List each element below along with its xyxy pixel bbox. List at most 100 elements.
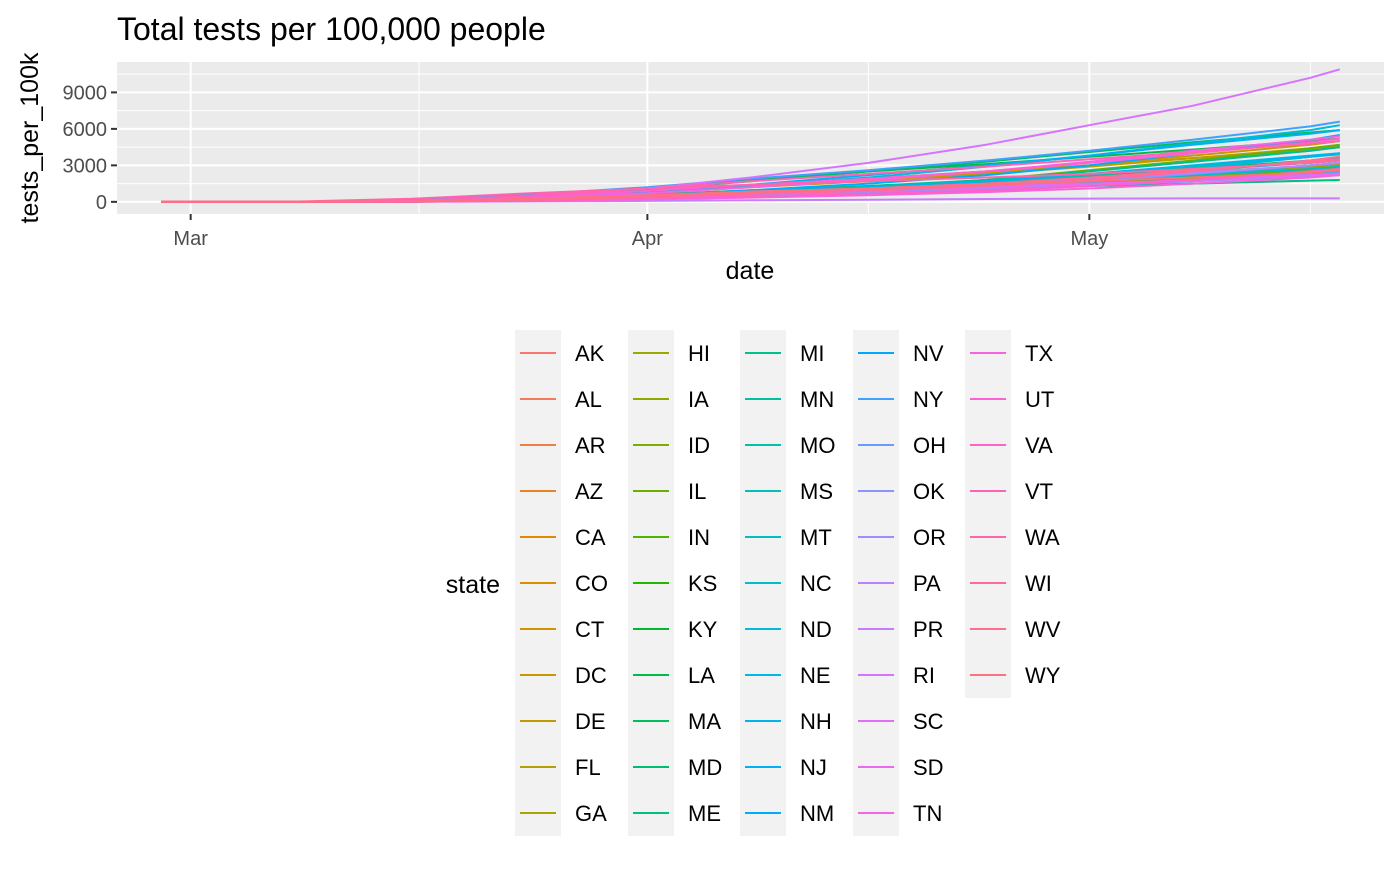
legend-item-la: LA	[628, 652, 715, 698]
legend-label: NE	[800, 663, 831, 688]
legend-title: state	[446, 571, 500, 599]
legend-label: HI	[688, 341, 710, 366]
legend-label: OR	[913, 525, 946, 550]
x-axis: Mar Apr May	[173, 214, 1108, 250]
legend-item-md: MD	[628, 744, 722, 790]
legend-label: AL	[575, 387, 602, 412]
legend-label: WA	[1025, 525, 1060, 550]
legend-item-pa: PA	[853, 560, 941, 606]
legend-label: TN	[913, 801, 942, 826]
legend-label: TX	[1025, 341, 1053, 366]
legend-item-ar: AR	[515, 422, 606, 468]
legend-label: CO	[575, 571, 608, 596]
legend-label: AR	[575, 433, 606, 458]
legend-label: IN	[688, 525, 710, 550]
legend-item-nm: NM	[740, 790, 834, 836]
legend-item-pr: PR	[853, 606, 944, 652]
legend-item-mo: MO	[740, 422, 835, 468]
legend-item-sc: SC	[853, 698, 944, 744]
legend-item-ms: MS	[740, 468, 833, 514]
legend-label: NV	[913, 341, 944, 366]
legend-item-vt: VT	[965, 468, 1053, 514]
x-axis-label: date	[726, 257, 775, 285]
legend-item-wy: WY	[965, 652, 1061, 698]
legend-label: KS	[688, 571, 717, 596]
legend-label: PR	[913, 617, 944, 642]
legend-item-az: AZ	[515, 468, 603, 514]
legend-item-ks: KS	[628, 560, 717, 606]
y-tick-label: 0	[96, 192, 107, 214]
legend-label: VA	[1025, 433, 1053, 458]
legend-label: WV	[1025, 617, 1061, 642]
legend-item-nv: NV	[853, 330, 944, 376]
legend-label: DC	[575, 663, 607, 688]
legend-label: OH	[913, 433, 946, 458]
legend-label: NC	[800, 571, 832, 596]
legend-item-va: VA	[965, 422, 1053, 468]
x-tick-label: Mar	[173, 228, 208, 250]
legend-label: MD	[688, 755, 722, 780]
x-tick-label: May	[1070, 228, 1108, 250]
legend-label: RI	[913, 663, 935, 688]
legend-label: SD	[913, 755, 944, 780]
legend-item-ia: IA	[628, 376, 709, 422]
legend-label: ME	[688, 801, 721, 826]
legend-item-nh: NH	[740, 698, 832, 744]
legend-label: DE	[575, 709, 606, 734]
legend-label: FL	[575, 755, 601, 780]
legend-item-ky: KY	[628, 606, 718, 652]
legend-item-ca: CA	[515, 514, 606, 560]
y-axis-label: tests_per_100k	[16, 52, 44, 223]
legend-item-ne: NE	[740, 652, 831, 698]
plot-panel	[117, 62, 1384, 214]
legend-item-id: ID	[628, 422, 710, 468]
legend-label: NH	[800, 709, 832, 734]
legend-label: KY	[688, 617, 718, 642]
legend-label: VT	[1025, 479, 1053, 504]
legend-item-oh: OH	[853, 422, 946, 468]
legend-item-wi: WI	[965, 560, 1052, 606]
legend-label: MT	[800, 525, 832, 550]
legend-item-nj: NJ	[740, 744, 827, 790]
series-line-wy	[161, 169, 1340, 203]
legend-item-wa: WA	[965, 514, 1060, 560]
legend-label: MI	[800, 341, 824, 366]
legend-label: NY	[913, 387, 944, 412]
y-tick-label: 6000	[63, 119, 108, 141]
legend-label: MN	[800, 387, 834, 412]
legend-item-wv: WV	[965, 606, 1061, 652]
legend-label: LA	[688, 663, 715, 688]
legend-item-ut: UT	[965, 376, 1054, 422]
legend-item-ri: RI	[853, 652, 935, 698]
x-tick-label: Apr	[632, 228, 663, 250]
legend-item-de: DE	[515, 698, 606, 744]
legend-keys: AK AL AR AZ CA CO CT DC DE FL GA HI IA ID IL IN KS KY LA MA…	[515, 330, 1061, 836]
legend-item-or: OR	[853, 514, 946, 560]
legend-item-il: IL	[628, 468, 706, 514]
legend-item-ak: AK	[515, 330, 605, 376]
legend-label: GA	[575, 801, 607, 826]
legend-label: PA	[913, 571, 941, 596]
legend-item-tx: TX	[965, 330, 1053, 376]
legend-label: ID	[688, 433, 710, 458]
legend-label: NM	[800, 801, 834, 826]
legend-item-ma: MA	[628, 698, 721, 744]
legend-item-me: ME	[628, 790, 721, 836]
legend-label: IL	[688, 479, 706, 504]
chart-title: Total tests per 100,000 people	[117, 11, 546, 47]
y-tick-label: 3000	[63, 155, 108, 177]
legend-label: CA	[575, 525, 606, 550]
legend-item-sd: SD	[853, 744, 944, 790]
legend-label: MS	[800, 479, 833, 504]
legend-item-ga: GA	[515, 790, 607, 836]
legend-label: IA	[688, 387, 709, 412]
legend-item-ok: OK	[853, 468, 945, 514]
legend-label: ND	[800, 617, 832, 642]
legend-label: NJ	[800, 755, 827, 780]
legend-label: AZ	[575, 479, 603, 504]
legend-item-mt: MT	[740, 514, 832, 560]
legend-item-dc: DC	[515, 652, 607, 698]
legend-label: WY	[1025, 663, 1061, 688]
legend-label: CT	[575, 617, 604, 642]
